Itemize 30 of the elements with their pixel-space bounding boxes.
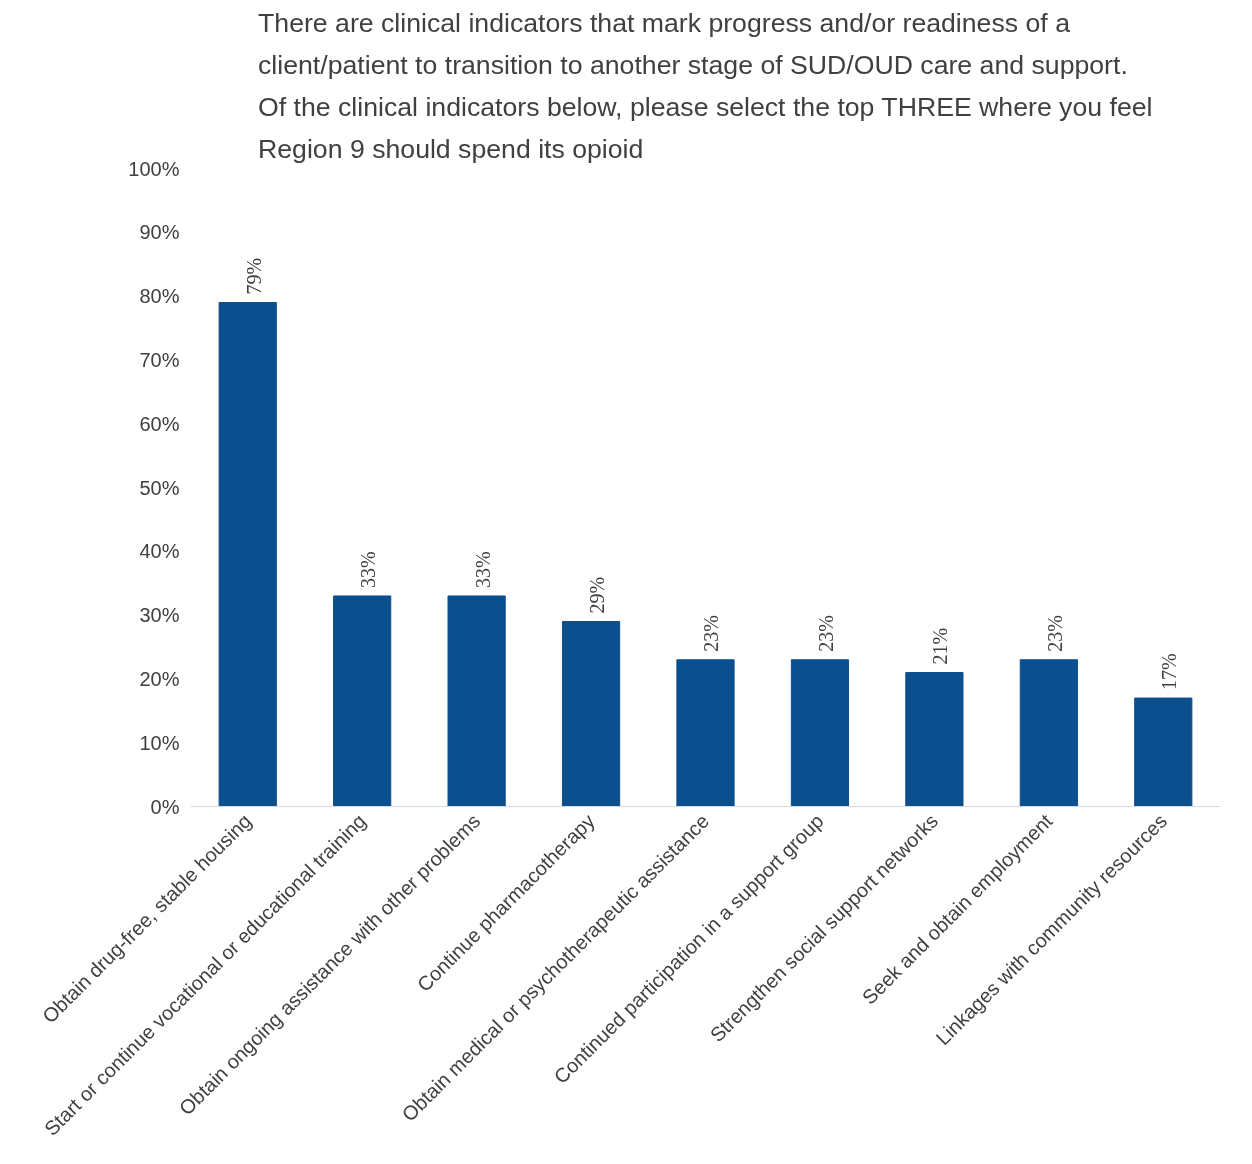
bar — [676, 659, 735, 807]
data-label: 23% — [700, 615, 723, 652]
y-tick-label: 10% — [139, 731, 180, 754]
bar — [447, 595, 506, 807]
bar — [1134, 697, 1193, 807]
y-tick-label: 80% — [139, 285, 180, 308]
bar — [561, 620, 621, 807]
bar — [905, 672, 964, 807]
data-label: 17% — [1158, 653, 1181, 691]
data-label: 29% — [586, 576, 609, 614]
y-tick-label: 90% — [139, 221, 180, 244]
y-tick-label: 60% — [139, 412, 180, 435]
y-tick-label: 0% — [150, 795, 180, 818]
y-tick-label: 30% — [139, 604, 180, 627]
bar — [333, 595, 392, 807]
data-label: 79% — [242, 257, 265, 295]
y-tick-label: 100% — [128, 157, 180, 180]
y-tick-label: 40% — [139, 540, 180, 563]
bar — [218, 301, 277, 807]
bar — [790, 659, 850, 807]
y-tick-label: 70% — [139, 348, 180, 371]
data-label: 33% — [357, 551, 380, 588]
y-tick-label: 20% — [139, 667, 180, 690]
y-tick-label: 50% — [139, 476, 180, 499]
data-label: 23% — [814, 615, 837, 652]
chart-title: There are clinical indicators that mark progress and/or readiness of a client/patient to transition to another stage of SUD/OUD care and support. Of the clinical indicators below, please select the top THREE where you feel Region 9 should spend its opioid — [258, 7, 1153, 164]
data-label: 21% — [929, 627, 952, 665]
data-label: 23% — [1043, 615, 1066, 652]
data-label: 33% — [471, 551, 494, 588]
bar — [1019, 659, 1078, 807]
